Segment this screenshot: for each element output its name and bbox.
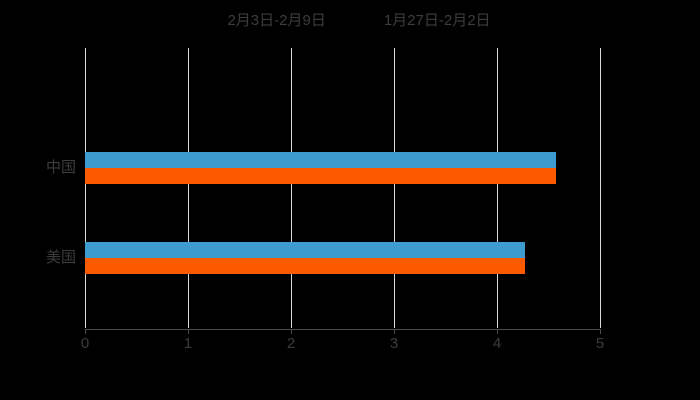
y-axis-labels: 中国 美国 xyxy=(0,48,85,328)
x-tick-mark-2 xyxy=(291,329,292,334)
x-tick-label-1: 1 xyxy=(183,335,193,352)
x-tick-label-4: 4 xyxy=(492,335,502,352)
y-axis-label-1: 美国 xyxy=(45,249,76,266)
legend-marker-circle-icon xyxy=(209,15,220,26)
chart-legend: 2月3日-2月9日 1月27日-2月2日 xyxy=(0,6,700,34)
gridline-x-2 xyxy=(291,48,292,328)
x-axis-line xyxy=(85,329,601,330)
x-tick-mark-5 xyxy=(600,329,601,334)
x-tick-label-2: 2 xyxy=(286,335,296,352)
bar-0-series-0[interactable] xyxy=(85,152,556,168)
legend-label-series-1: 2月3日-2月9日 xyxy=(227,11,326,29)
x-tick-mark-1 xyxy=(188,329,189,334)
y-axis-label-0: 中国 xyxy=(45,159,76,176)
x-tick-mark-4 xyxy=(497,329,498,334)
legend-item-series-2[interactable]: 1月27日-2月2日 xyxy=(366,13,491,28)
plot-area xyxy=(85,48,601,328)
x-tick-mark-0 xyxy=(85,329,86,334)
gridline-x-3 xyxy=(394,48,395,328)
gridline-x-4 xyxy=(497,48,498,328)
bar-1-series-0[interactable] xyxy=(85,242,525,258)
legend-marker-square-icon xyxy=(366,15,377,26)
legend-label-series-2: 1月27日-2月2日 xyxy=(383,11,491,29)
x-tick-label-5: 5 xyxy=(595,335,605,352)
legend-item-series-1[interactable]: 2月3日-2月9日 xyxy=(209,13,325,28)
gridline-x-1 xyxy=(188,48,189,328)
gridline-x-0 xyxy=(85,48,86,328)
x-tick-label-0: 0 xyxy=(80,335,90,352)
bar-1-series-1[interactable] xyxy=(85,258,525,274)
gridline-x-5 xyxy=(600,48,601,328)
x-tick-mark-3 xyxy=(394,329,395,334)
bar-0-series-1[interactable] xyxy=(85,168,556,184)
x-tick-label-3: 3 xyxy=(389,335,399,352)
